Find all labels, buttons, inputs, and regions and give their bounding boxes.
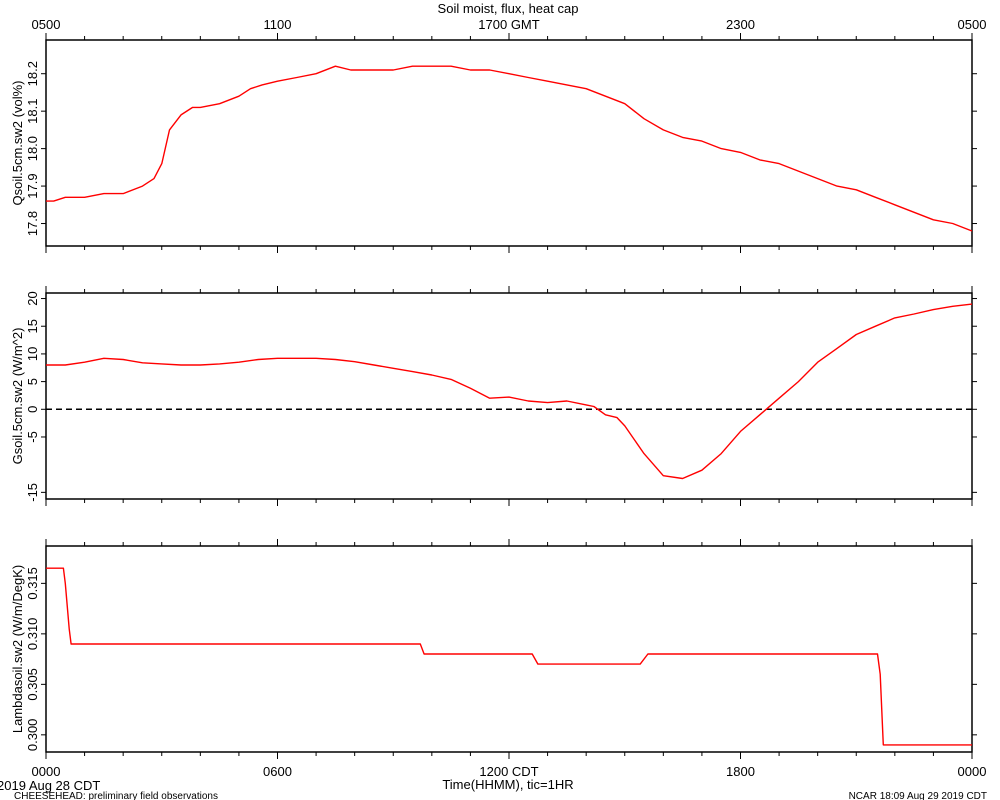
series-line xyxy=(46,567,972,746)
soil-heat-flux-panel: 20 15 10 5 0 -5 -15 Gsoil.5cm.sw2 (W/m^2) xyxy=(10,286,977,506)
plot-frame xyxy=(45,292,973,500)
y-tick-label: 20 xyxy=(25,291,40,305)
x-tick-label: 0000 xyxy=(32,764,61,779)
y-tick-label: -5 xyxy=(25,431,40,443)
y-tick-label: 15 xyxy=(25,319,40,333)
y-tick-label: 0.315 xyxy=(25,567,40,600)
chart-title: Soil moist, flux, heat cap xyxy=(438,1,579,16)
y-axis-title: Qsoil.5cm.sw2 (vol%) xyxy=(10,81,25,206)
y-tick-label: 0.310 xyxy=(25,618,40,651)
y-tick-label: 5 xyxy=(25,378,40,385)
x-axis-title: Time(HHMM), tic=1HR xyxy=(442,777,573,792)
y-tick-label: 0.300 xyxy=(25,719,40,752)
y-tick-label: 17.9 xyxy=(25,173,40,198)
date-label: 2019 Aug 28 CDT xyxy=(0,778,100,793)
top-axis-tick-label: 1100 xyxy=(264,17,292,32)
y-tick-label: 10 xyxy=(25,347,40,361)
y-tick-label: 0 xyxy=(25,406,40,413)
top-axis-tick-label: 0500 xyxy=(958,17,987,32)
y-tick-label: -15 xyxy=(25,483,40,502)
top-axis-tick-label: 2300 xyxy=(726,17,755,32)
footer-note-right: NCAR 18:09 Aug 29 2019 CDT xyxy=(849,791,987,800)
y-tick-label: 17.8 xyxy=(25,211,40,236)
y-axis-title: Lambdasoil.sw2 (W/m/DegK) xyxy=(10,565,25,733)
y-tick-label: 18.2 xyxy=(25,61,40,86)
plot-frame xyxy=(45,39,973,247)
series-line xyxy=(46,65,973,232)
series-line xyxy=(46,303,973,480)
top-axis-tick-label: 0500 xyxy=(32,17,61,32)
footer-note-left: CHEESEHEAD: preliminary field observatio… xyxy=(14,791,218,800)
plot-frame xyxy=(45,545,973,753)
y-axis-title: Gsoil.5cm.sw2 (W/m^2) xyxy=(10,328,25,465)
x-tick-label: 0000 xyxy=(958,764,987,779)
y-tick-label: 18.1 xyxy=(25,99,40,124)
y-tick-label: 18.0 xyxy=(25,136,40,161)
x-tick-label: 1200 CDT xyxy=(479,764,538,779)
y-tick-label: 0.305 xyxy=(25,668,40,701)
x-tick-label: 1800 xyxy=(726,764,755,779)
x-tick-label: 0600 xyxy=(263,764,292,779)
top-axis-tick-label: 1700 GMT xyxy=(478,17,539,32)
